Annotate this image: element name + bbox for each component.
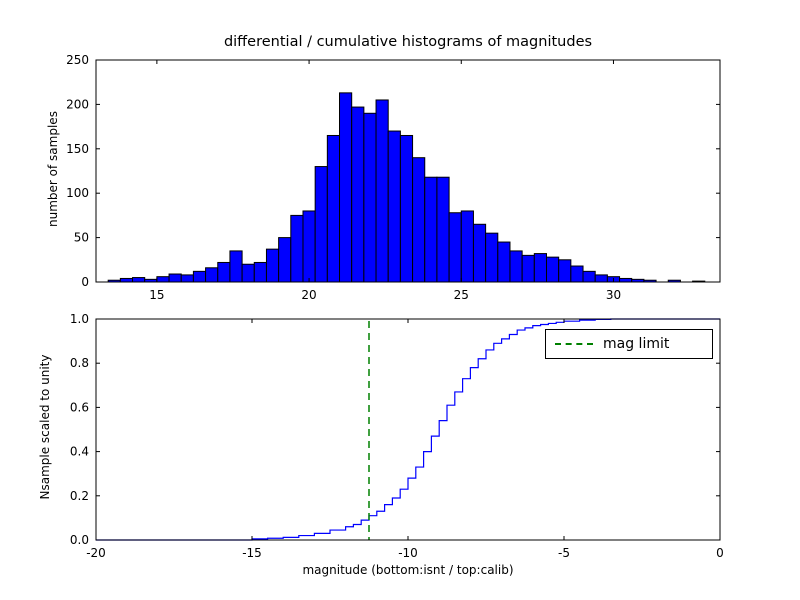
y-tick-label: 100 [66,186,89,200]
x-tick-label: 30 [606,288,621,302]
y-tick-label: 1.0 [70,312,89,326]
axes: 15 20 25 30 0 50 100 150 200 250 -20 -15 -10 -5 0 0.0 0.… [66,53,724,560]
y-tick-label: 0.0 [70,533,89,547]
chart-title: differential / cumulative histograms of … [223,34,593,50]
legend-dashed-line-sample [555,343,593,345]
y-tick-label: 0.6 [70,400,89,414]
x-tick-label: 25 [454,288,469,302]
x-tick-label: -5 [558,546,570,560]
y-tick-label: 250 [66,53,89,67]
x-tick-label: 15 [149,288,164,302]
y-tick-label: 0 [81,275,89,289]
histogram-bars [107,92,706,283]
cumulative-line [96,318,720,541]
y-tick-label: 50 [74,231,89,245]
x-tick-label: -20 [86,546,106,560]
legend: mag limit [545,329,713,359]
x-tick-label: 20 [301,288,316,302]
y-tick-label: 150 [66,142,89,156]
x-tick-label: 0 [716,546,724,560]
top-y-axis-label: number of samples [46,111,60,227]
y-tick-label: 0.4 [70,445,89,459]
bottom-y-axis-label: Nsample scaled to unity [38,354,52,500]
x-tick-label: -15 [242,546,262,560]
y-tick-label: 0.8 [70,356,89,370]
x-tick-label: -10 [398,546,418,560]
x-axis-label: magnitude (bottom:isnt / top:calib) [302,563,514,577]
y-tick-label: 200 [66,97,89,111]
y-tick-label: 0.2 [70,489,89,503]
legend-label: mag limit [603,336,670,352]
